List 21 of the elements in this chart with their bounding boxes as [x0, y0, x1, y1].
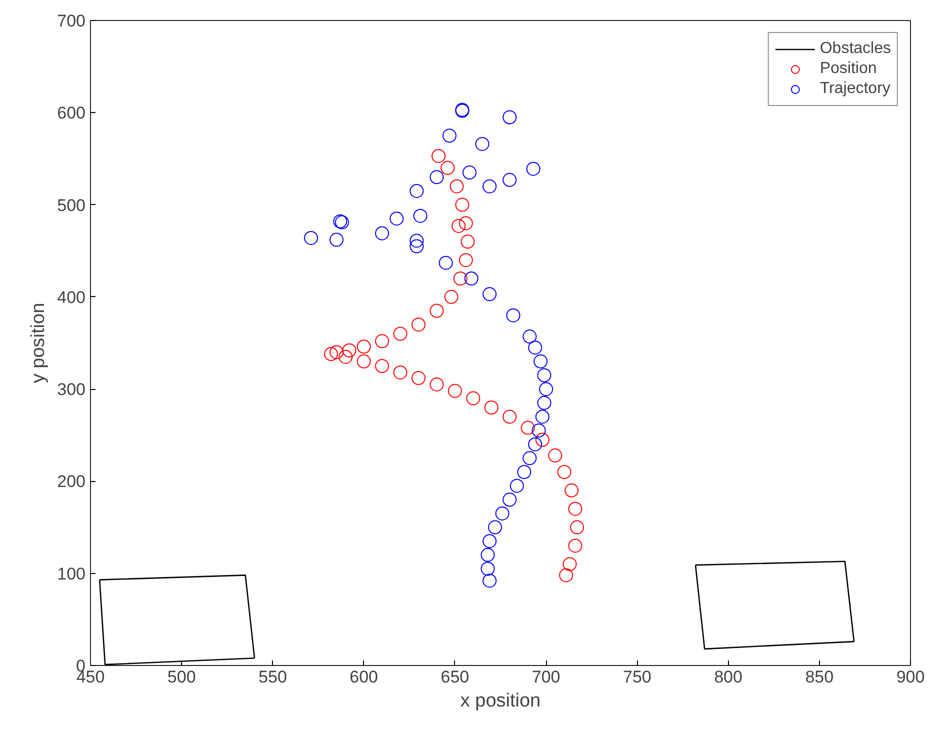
- legend-label: Trajectory: [820, 80, 890, 98]
- y-tick-label: 100: [57, 564, 86, 584]
- y-tick-label: 500: [57, 196, 86, 215]
- y-tick-label: 600: [57, 104, 86, 123]
- x-tick-label: 850: [805, 668, 834, 686]
- x-tick-label: 750: [622, 668, 652, 686]
- y-axis-title: y position: [28, 302, 50, 384]
- x-tick-label: 650: [440, 668, 470, 686]
- x-tick-label: 500: [167, 668, 196, 686]
- x-tick-label: 550: [258, 668, 287, 686]
- x-axis-title: x position: [460, 690, 541, 712]
- legend-label: Obstacles: [820, 40, 891, 58]
- x-tick-label: 800: [714, 668, 742, 686]
- x-tick-label: 600: [350, 668, 378, 686]
- y-tick-label: 400: [57, 288, 86, 307]
- x-tick-label: 700: [532, 668, 560, 686]
- legend-label: Position: [820, 60, 877, 78]
- x-tick-label: 900: [896, 668, 925, 686]
- y-tick-label: 700: [57, 12, 86, 30]
- y-tick-label: 300: [57, 380, 86, 400]
- y-tick-label: 200: [57, 472, 86, 492]
